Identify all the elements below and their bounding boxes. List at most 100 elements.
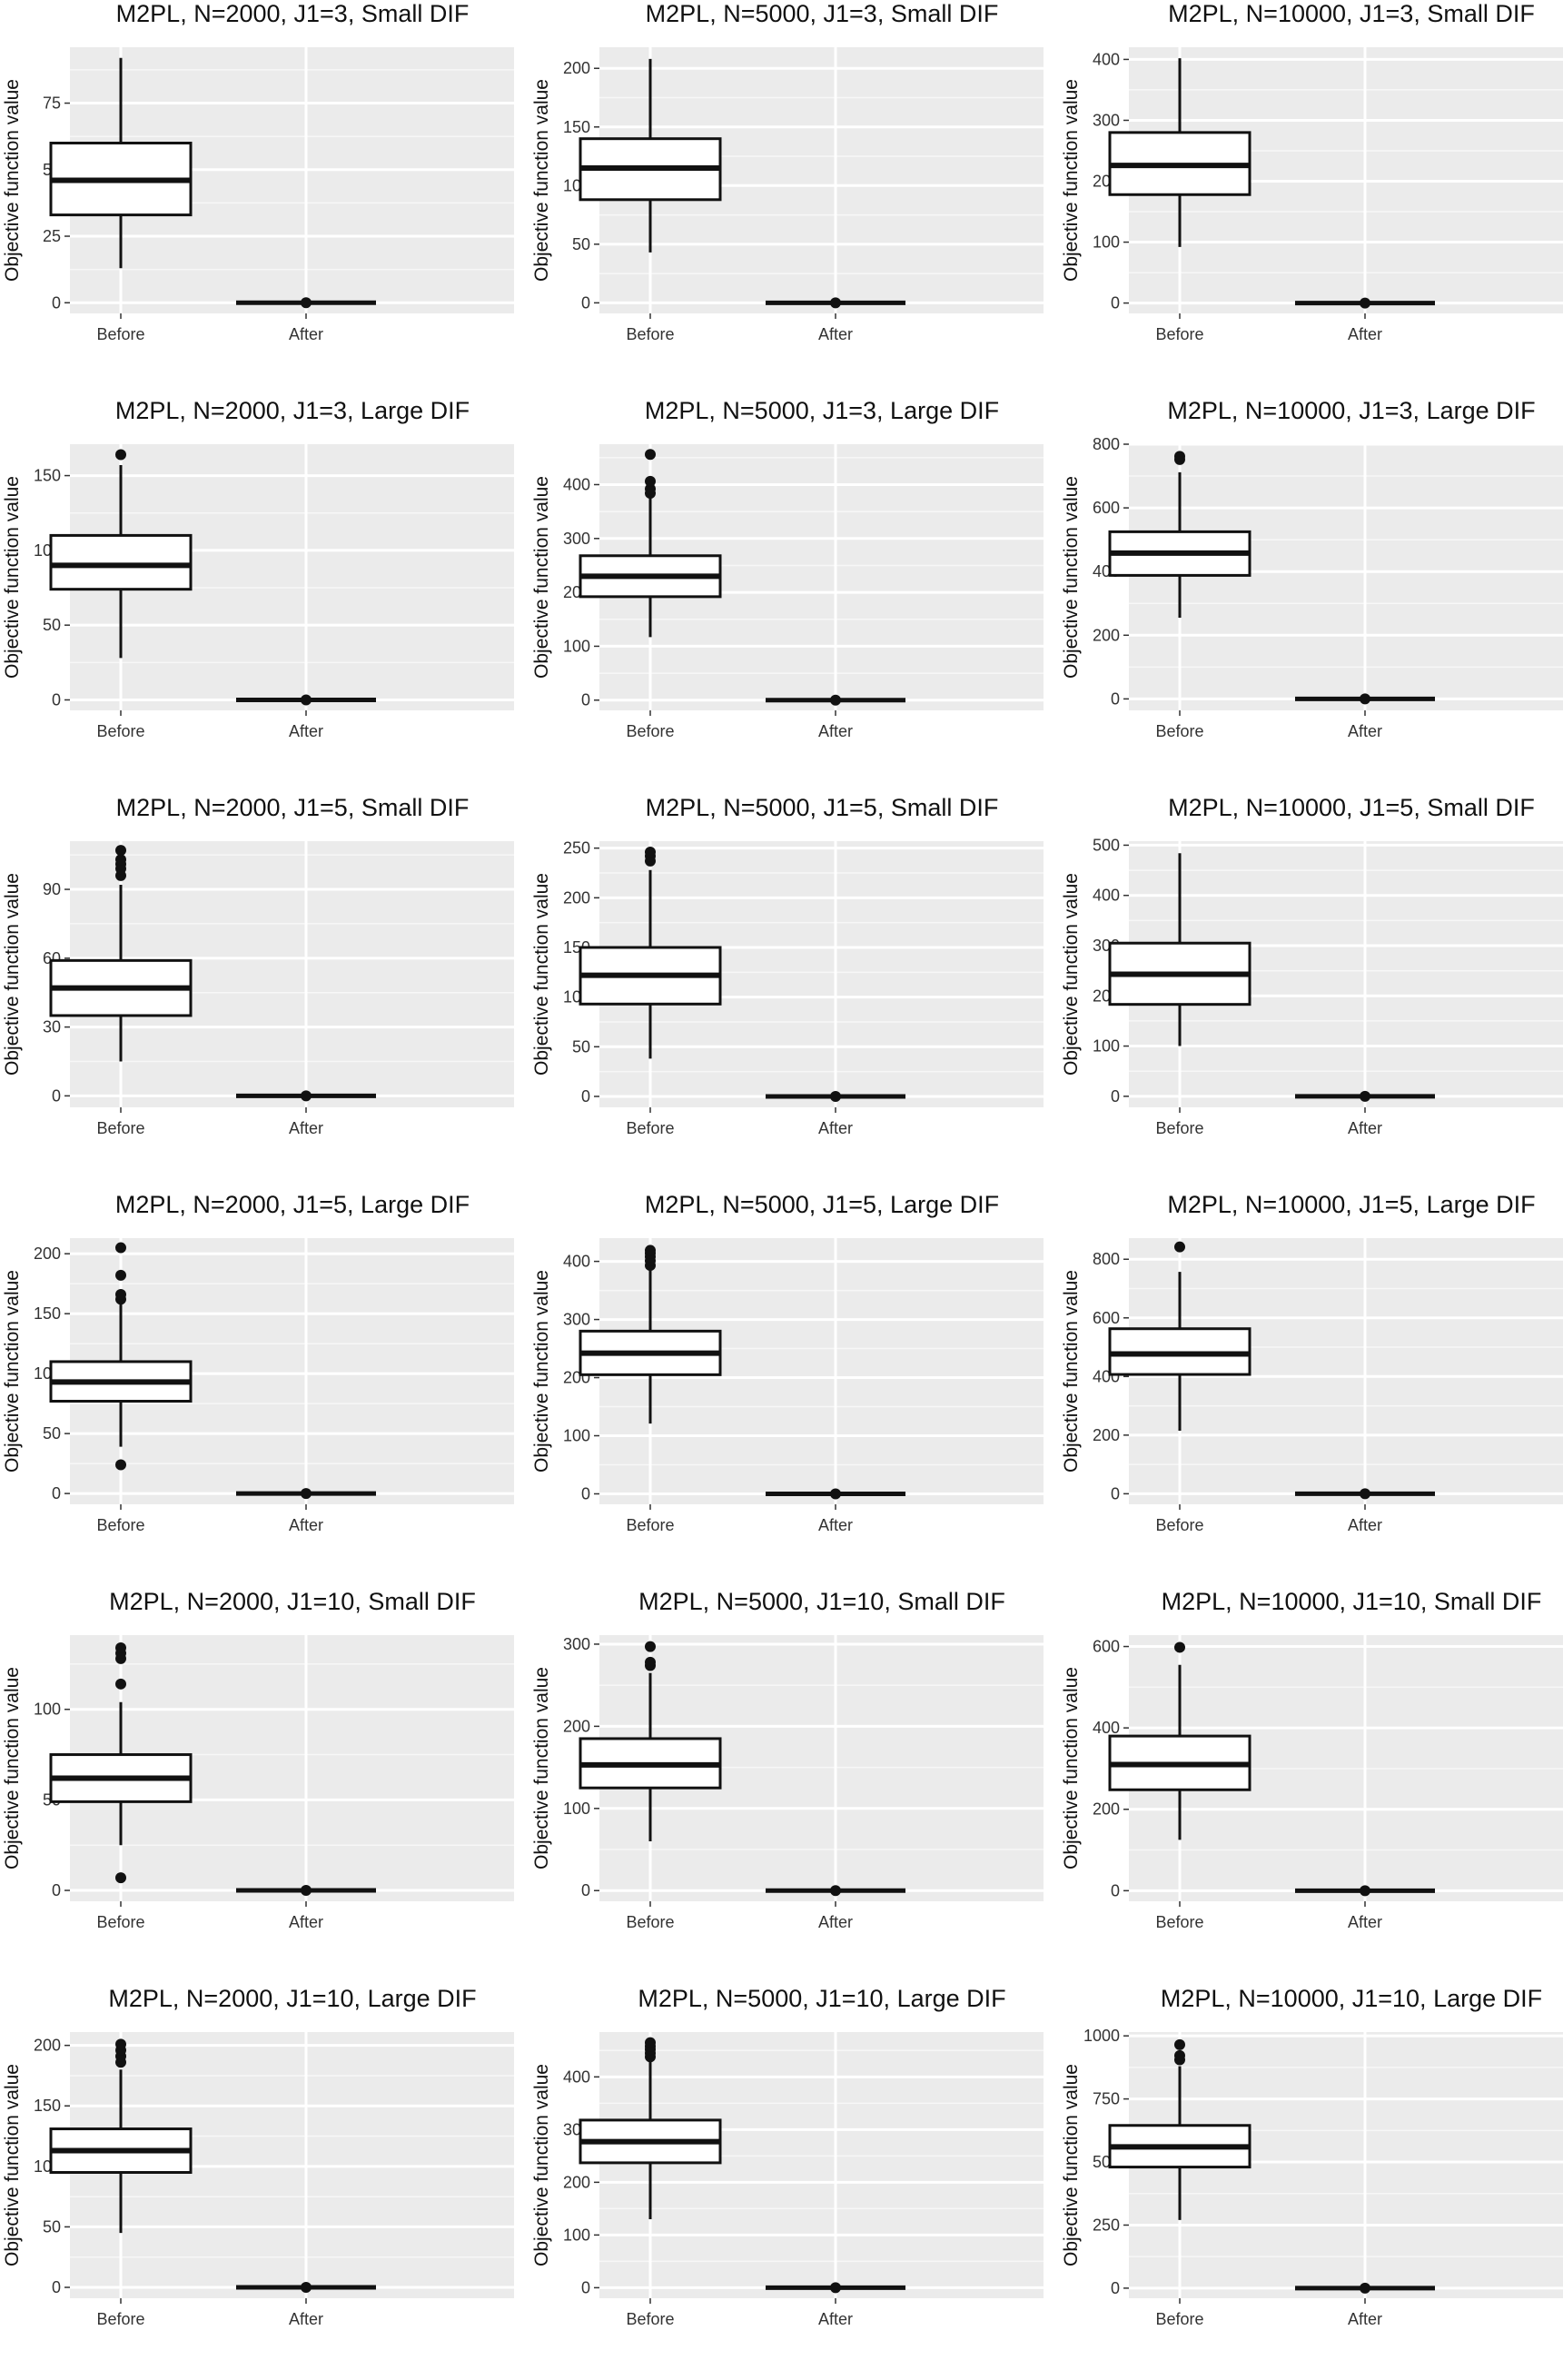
y-tick-label: 600 — [1093, 1638, 1120, 1656]
x-tick-label: Before — [626, 325, 674, 343]
y-tick-label: 400 — [1093, 887, 1120, 905]
y-tick-label: 50 — [43, 1424, 61, 1443]
chart-svg: 0 100 200 300 Before After M2PL, N=5000, J1=10… — [531, 1588, 1044, 1931]
outlier-point — [301, 694, 312, 706]
y-tick-label: 200 — [34, 2037, 61, 2055]
y-axis-label: Objective function value — [531, 79, 552, 282]
chart-panel: 0 100 200 300 400 Before After M2PL, N=5000, J1… — [529, 1191, 1056, 1586]
y-tick-label: 0 — [1111, 294, 1120, 312]
y-axis-label: Objective function value — [531, 476, 552, 679]
outlier-point — [115, 1641, 126, 1653]
y-tick-label: 300 — [563, 1635, 590, 1653]
y-tick-label: 400 — [1093, 50, 1120, 68]
y-tick-label: 100 — [563, 637, 590, 655]
x-tick-label: After — [818, 1119, 853, 1137]
y-tick-label: 0 — [1111, 2279, 1120, 2297]
y-tick-label: 0 — [1111, 1881, 1120, 1899]
x-tick-label: After — [1348, 1516, 1382, 1534]
chart-title: M2PL, N=5000, J1=10, Large DIF — [638, 1985, 1005, 2012]
x-tick-label: After — [818, 1516, 853, 1534]
outlier-point — [645, 475, 656, 487]
y-axis-label: Objective function value — [2, 1270, 23, 1473]
x-tick-label: Before — [1155, 2310, 1203, 2328]
y-tick-label: 100 — [563, 1427, 590, 1445]
y-tick-label: 800 — [1093, 435, 1120, 453]
x-tick-label: Before — [96, 1516, 144, 1534]
outlier-point — [1174, 1241, 1185, 1253]
y-tick-label: 0 — [1111, 689, 1120, 708]
y-axis-label: Objective function value — [2, 476, 23, 679]
outlier-point — [115, 1872, 126, 1884]
x-tick-label: After — [818, 1913, 853, 1931]
x-tick-label: After — [1348, 1119, 1382, 1137]
chart-title: M2PL, N=10000, J1=5, Small DIF — [1168, 794, 1535, 821]
y-tick-label: 400 — [563, 2068, 590, 2086]
x-tick-label: Before — [626, 1516, 674, 1534]
chart-panel: 0 100 200 300 400 Before After M2PL, N=5000, J1… — [529, 397, 1056, 792]
y-tick-label: 200 — [34, 1245, 61, 1263]
x-tick-label: After — [1348, 325, 1382, 343]
chart-title: M2PL, N=5000, J1=10, Small DIF — [638, 1588, 1005, 1615]
chart-title: M2PL, N=2000, J1=5, Large DIF — [115, 1191, 470, 1218]
chart-panel: 0 30 60 90 Before After M2PL, N=2000, J1=5, Sm… — [0, 794, 527, 1189]
outlier-point — [1360, 297, 1370, 309]
y-tick-label: 150 — [34, 467, 61, 485]
y-tick-label: 300 — [563, 1311, 590, 1329]
chart-panel: 050100BeforeAfterM2PL, N=2000, J1=10, Sm… — [0, 1588, 527, 1983]
chart-title: M2PL, N=2000, J1=3, Large DIF — [115, 397, 470, 424]
y-tick-label: 400 — [1093, 1719, 1120, 1737]
outlier-point — [830, 1885, 841, 1897]
y-tick-label: 0 — [1111, 1484, 1120, 1502]
outlier-point — [830, 297, 841, 309]
y-tick-label: 250 — [1093, 2216, 1120, 2234]
y-tick-label: 0 — [52, 1086, 61, 1105]
outlier-point — [1360, 1885, 1370, 1897]
y-tick-label: 0 — [52, 1484, 61, 1502]
y-axis-label: Objective function value — [531, 2064, 552, 2266]
x-tick-label: After — [1348, 2310, 1382, 2328]
outlier-point — [1174, 2049, 1185, 2061]
outlier-point — [830, 2282, 841, 2294]
chart-panel: 0 50 100 150 Before After M2PL, N=2000, J1=3, … — [0, 397, 527, 792]
y-tick-label: 200 — [563, 2173, 590, 2191]
chart-panel: 0 50 100 150 200 Before After M2PL, N=2000, J1=… — [0, 1191, 527, 1586]
x-tick-label: Before — [626, 1913, 674, 1931]
chart-svg: 0255075BeforeAfterM2PL, N=2000, J1=3, Sm… — [2, 0, 514, 343]
chart-title: M2PL, N=10000, J1=3, Small DIF — [1168, 0, 1535, 27]
chart-title: M2PL, N=2000, J1=10, Small DIF — [109, 1588, 476, 1615]
x-tick-label: After — [289, 1516, 323, 1534]
outlier-point — [1174, 1641, 1185, 1653]
y-tick-label: 200 — [563, 888, 590, 907]
y-axis-label: Objective function value — [531, 1270, 552, 1473]
outlier-point — [115, 845, 126, 857]
chart-title: M2PL, N=10000, J1=5, Large DIF — [1167, 1191, 1535, 1218]
outlier-point — [1360, 1488, 1370, 1500]
y-tick-label: 50 — [572, 1037, 590, 1056]
y-axis-label: Objective function value — [1061, 1270, 1082, 1473]
outlier-point — [301, 1885, 312, 1897]
y-tick-label: 250 — [563, 839, 590, 858]
outlier-point — [301, 1488, 312, 1500]
y-tick-label: 0 — [52, 2278, 61, 2296]
y-tick-label: 0 — [581, 2278, 590, 2296]
y-axis-label: Objective function value — [2, 1667, 23, 1869]
y-tick-label: 200 — [563, 59, 590, 77]
y-tick-label: 750 — [1093, 2090, 1120, 2108]
x-tick-label: Before — [1155, 1516, 1203, 1534]
chart-panel: 0255075BeforeAfterM2PL, N=2000, J1=3, Sm… — [0, 0, 527, 395]
x-tick-label: After — [289, 1913, 323, 1931]
outlier-point — [115, 854, 126, 866]
outlier-point — [645, 847, 656, 858]
x-tick-label: After — [818, 2310, 853, 2328]
y-tick-label: 90 — [43, 880, 61, 898]
y-axis-label: Objective function value — [1061, 1667, 1082, 1869]
outlier-point — [645, 1245, 656, 1256]
chart-panel: 0 250 500 750 1000 Before After M2PL, N=10000, … — [1059, 1985, 1563, 2380]
